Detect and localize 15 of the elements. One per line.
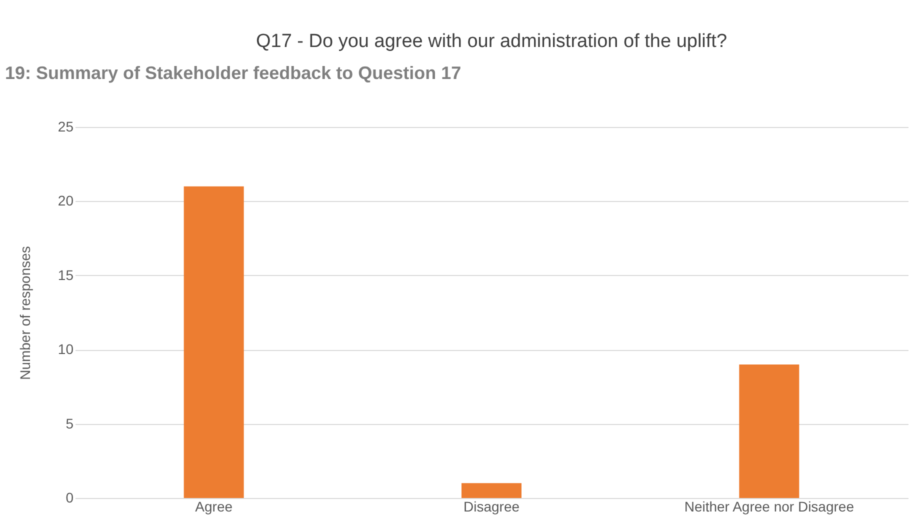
x-tick-label: Disagree bbox=[463, 498, 520, 514]
bar bbox=[739, 364, 800, 498]
text: 19: Summary of Stakeholder feedback to Question 17 bbox=[5, 63, 462, 83]
y-tick-label: 25 bbox=[58, 118, 74, 134]
x-tick-label: Neither Agree nor Disagree bbox=[684, 498, 854, 514]
chart-title: Q17 - Do you agree with our administration of the uplift? bbox=[256, 31, 728, 52]
y-tick-label: 15 bbox=[58, 266, 74, 283]
y-axis-title: Number of responses bbox=[16, 246, 33, 380]
y-tick-label: 20 bbox=[58, 192, 74, 209]
y-tick-label: 10 bbox=[58, 341, 74, 358]
y-tick-label: 5 bbox=[66, 415, 74, 432]
y-tick-label: 0 bbox=[66, 490, 74, 506]
bar bbox=[184, 186, 244, 498]
x-tick-label: Agree bbox=[195, 498, 233, 514]
bar bbox=[462, 483, 522, 498]
